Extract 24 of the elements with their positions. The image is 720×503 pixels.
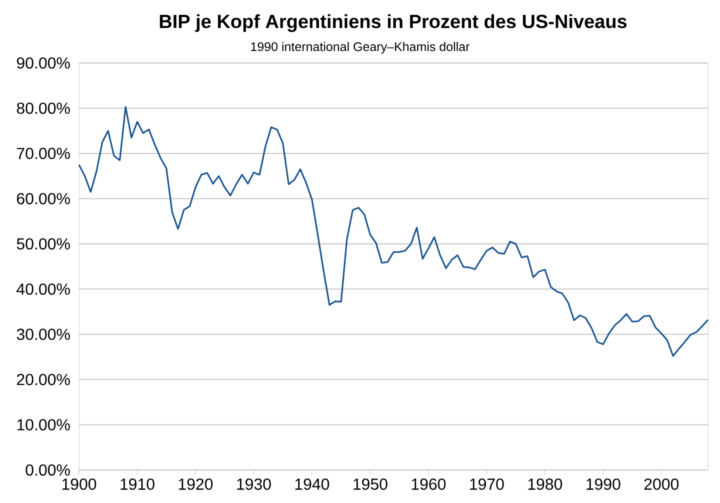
y-tick-label: 70.00% bbox=[17, 148, 70, 160]
x-tick-label: 1900 bbox=[62, 478, 96, 490]
y-tick-label: 20.00% bbox=[17, 374, 70, 386]
x-tick-label: 1910 bbox=[120, 478, 154, 490]
x-tick-label: 1940 bbox=[295, 478, 330, 490]
y-tick-label: 90.00% bbox=[16, 57, 70, 69]
line-series bbox=[78, 106, 709, 357]
y-tick-label: 80.00% bbox=[16, 102, 70, 114]
chart-title: BIP je Kopf Argentiniens in Prozent des US-Niveaus bbox=[160, 14, 627, 32]
y-tick-label: 50.00% bbox=[16, 238, 70, 250]
x-tick-label: 1960 bbox=[412, 478, 446, 490]
x-tick-label: 1970 bbox=[470, 478, 504, 490]
y-tick-label: 10.00% bbox=[17, 419, 70, 430]
x-tick-label: 1950 bbox=[354, 478, 388, 490]
y-tick-label: 40.00% bbox=[16, 283, 70, 295]
y-tick-label: 60.00% bbox=[17, 193, 70, 204]
x-tick-label: 1930 bbox=[237, 478, 271, 490]
x-tick-label: 1920 bbox=[178, 478, 213, 490]
chart-subtitle: 1990 international Geary–Khamis dollar bbox=[251, 42, 470, 54]
y-tick-label: 30.00% bbox=[16, 328, 70, 340]
y-tick-label: 0.00% bbox=[26, 464, 70, 476]
x-tick-label: 1990 bbox=[586, 478, 620, 490]
x-tick-label: 2000 bbox=[644, 478, 679, 490]
x-tick-label: 1980 bbox=[528, 478, 562, 490]
